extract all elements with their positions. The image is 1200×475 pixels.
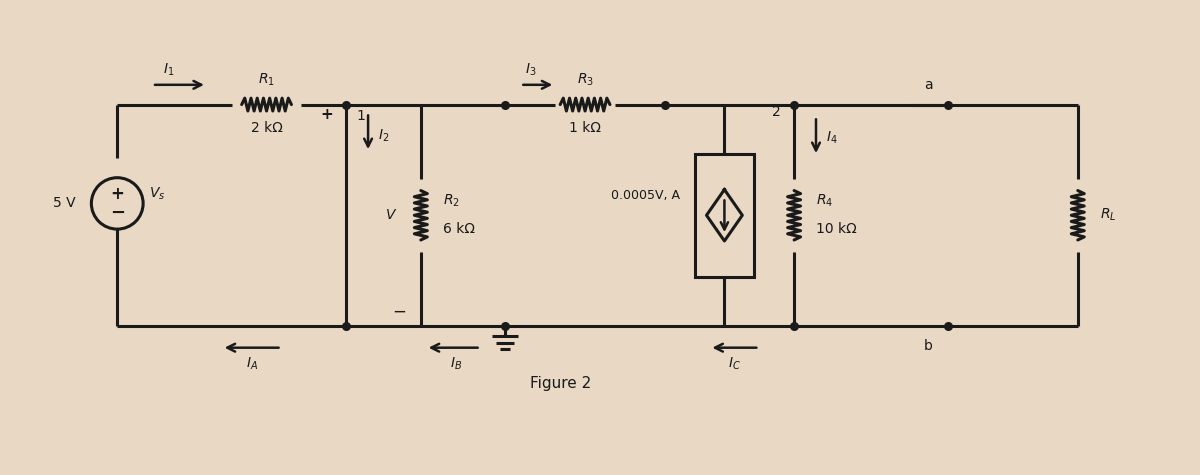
Text: $I_3$: $I_3$ [524, 62, 536, 78]
Bar [695, 154, 755, 276]
Text: Figure 2: Figure 2 [529, 376, 590, 391]
Text: $I_4$: $I_4$ [826, 130, 838, 146]
Text: $I_C$: $I_C$ [728, 355, 740, 372]
Text: 1 kΩ: 1 kΩ [569, 121, 601, 135]
Text: −: − [392, 302, 406, 320]
Text: $R_1$: $R_1$ [258, 72, 275, 88]
Text: 10 kΩ: 10 kΩ [816, 222, 857, 236]
Text: $R_L$: $R_L$ [1099, 207, 1116, 223]
Text: 1: 1 [356, 109, 366, 124]
Text: $I_1$: $I_1$ [163, 62, 175, 78]
Text: $I_B$: $I_B$ [450, 355, 462, 372]
Text: 2: 2 [772, 105, 780, 120]
Text: $V$: $V$ [385, 208, 397, 222]
Text: $R_2$: $R_2$ [443, 192, 460, 209]
Text: −: − [109, 204, 125, 222]
Text: 2 kΩ: 2 kΩ [251, 121, 282, 135]
Text: b: b [924, 339, 932, 353]
Text: 6 kΩ: 6 kΩ [443, 222, 475, 236]
Text: 0.0005V, A: 0.0005V, A [611, 189, 679, 202]
Text: $I_2$: $I_2$ [378, 128, 390, 144]
Text: $R_4$: $R_4$ [816, 192, 833, 209]
Text: +: + [320, 107, 332, 122]
Text: a: a [924, 78, 932, 92]
Text: +: + [110, 184, 124, 202]
Text: $R_3$: $R_3$ [576, 72, 594, 88]
Text: 5 V: 5 V [53, 196, 76, 210]
Text: $V_s$: $V_s$ [149, 185, 166, 202]
Text: $I_A$: $I_A$ [246, 355, 258, 372]
